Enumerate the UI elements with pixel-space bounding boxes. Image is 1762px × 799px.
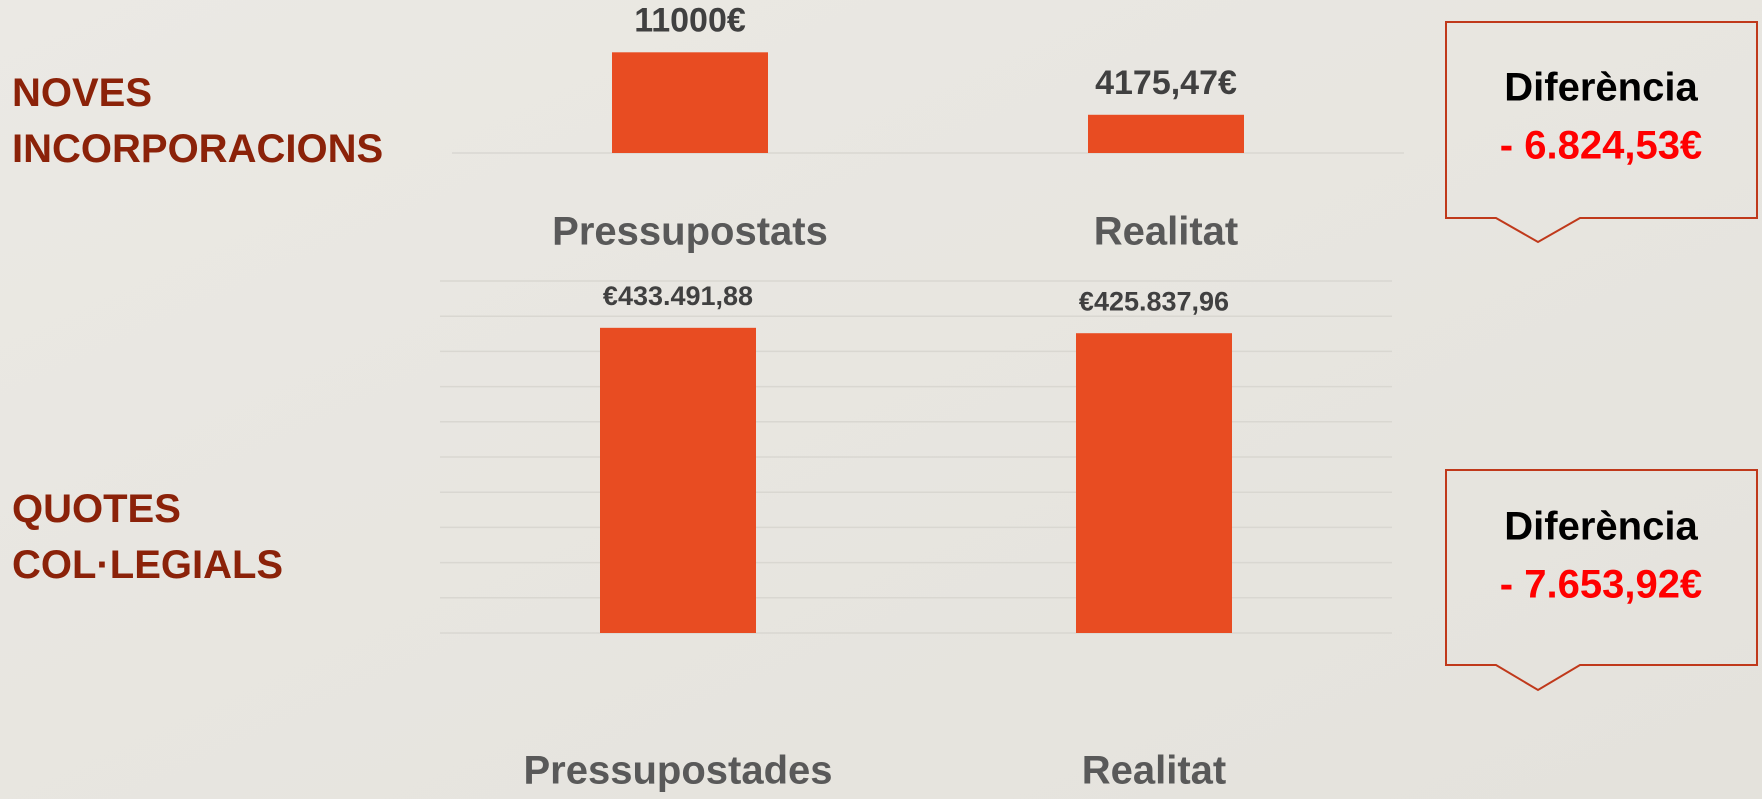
value-label: €433.491,88 xyxy=(603,281,753,311)
bar xyxy=(1076,333,1232,633)
callout-title: Diferència xyxy=(1504,505,1698,549)
value-label: 11000€ xyxy=(634,1,746,39)
callout-value: - 7.653,92€ xyxy=(1500,563,1702,607)
chart-title: NOVES INCORPORACIONS xyxy=(12,71,383,171)
x-tick-label: Pressupostades xyxy=(523,749,832,793)
chart-title: QUOTES COL·LEGIALS xyxy=(12,487,283,587)
callout-box xyxy=(1445,469,1758,692)
bar xyxy=(600,327,756,633)
bar xyxy=(612,52,768,153)
x-tick-label: Realitat xyxy=(1082,749,1227,793)
value-label: 4175,47€ xyxy=(1095,64,1237,102)
callout-value: - 6.824,53€ xyxy=(1500,124,1702,168)
x-tick-label: Realitat xyxy=(1094,210,1239,254)
x-tick-label: Pressupostats xyxy=(552,210,828,254)
bar xyxy=(1088,114,1244,153)
value-label: €425.837,96 xyxy=(1079,286,1229,316)
callout-title: Diferència xyxy=(1504,66,1698,110)
callout-box xyxy=(1445,21,1758,244)
